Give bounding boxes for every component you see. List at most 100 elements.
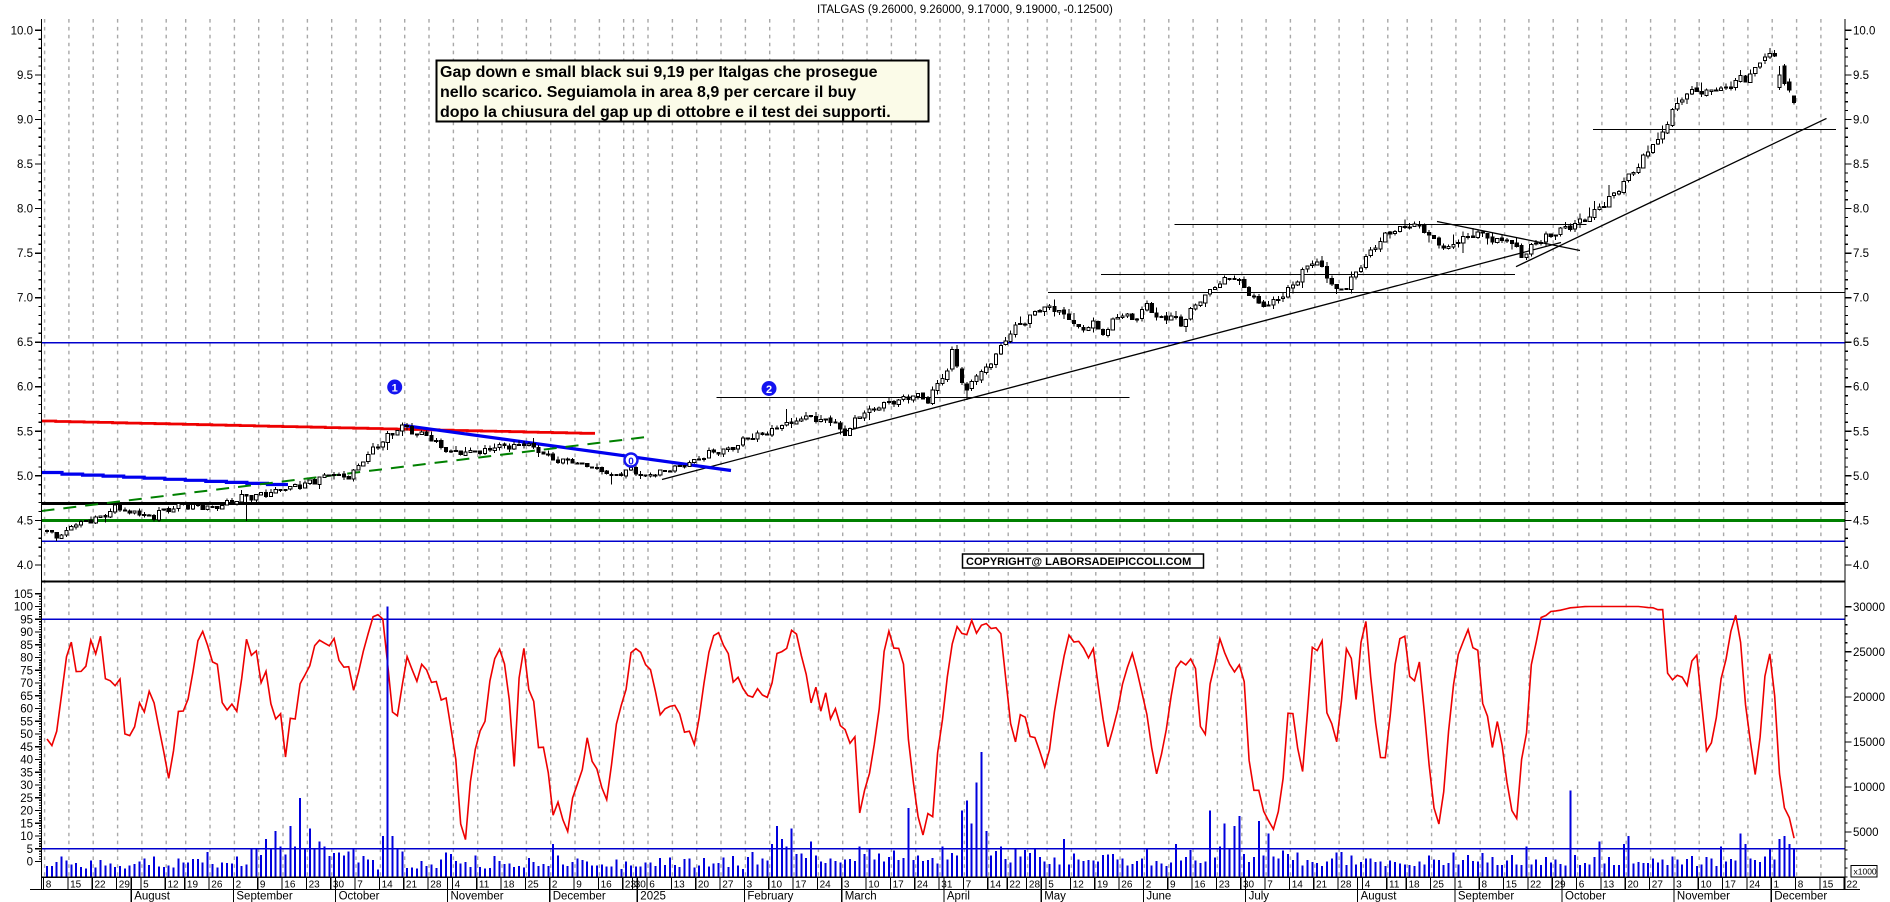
svg-text:9.0: 9.0	[17, 114, 33, 126]
svg-text:10.0: 10.0	[1853, 25, 1875, 37]
svg-text:7.0: 7.0	[17, 293, 33, 305]
svg-text:6: 6	[649, 880, 655, 891]
svg-text:105: 105	[14, 589, 33, 601]
svg-text:July: July	[1249, 891, 1270, 902]
svg-text:9: 9	[1170, 880, 1176, 891]
svg-text:May: May	[1044, 891, 1066, 902]
svg-text:ITALGAS (9.26000, 9.26000, 9.1: ITALGAS (9.26000, 9.26000, 9.17000, 9.19…	[817, 4, 1113, 16]
svg-text:30: 30	[20, 780, 33, 792]
svg-text:30000: 30000	[1853, 602, 1885, 614]
svg-text:5000: 5000	[1853, 827, 1879, 839]
svg-text:September: September	[236, 891, 292, 902]
svg-text:20000: 20000	[1853, 692, 1885, 704]
svg-text:50: 50	[20, 729, 33, 741]
svg-text:100: 100	[14, 602, 33, 614]
svg-text:1: 1	[392, 383, 398, 395]
svg-text:13: 13	[674, 880, 686, 891]
svg-text:0: 0	[628, 457, 634, 468]
svg-text:4.0: 4.0	[17, 560, 33, 572]
svg-text:12: 12	[1073, 880, 1085, 891]
svg-text:13: 13	[1603, 880, 1615, 891]
svg-text:5: 5	[143, 880, 149, 891]
svg-text:26: 26	[211, 880, 223, 891]
svg-text:November: November	[1677, 891, 1730, 902]
svg-text:45: 45	[20, 742, 33, 754]
svg-text:22: 22	[1847, 880, 1859, 891]
svg-text:2: 2	[766, 384, 772, 396]
svg-text:4: 4	[455, 880, 461, 891]
svg-text:November: November	[451, 891, 504, 902]
svg-text:December: December	[553, 891, 606, 902]
svg-text:9.5: 9.5	[17, 70, 33, 82]
svg-text:August: August	[134, 891, 171, 902]
svg-text:30: 30	[333, 880, 345, 891]
svg-text:85: 85	[20, 640, 33, 652]
svg-text:95: 95	[20, 614, 33, 626]
svg-text:9.0: 9.0	[1853, 114, 1869, 126]
svg-text:40: 40	[20, 755, 33, 767]
svg-text:9: 9	[576, 880, 582, 891]
svg-text:20: 20	[20, 806, 33, 818]
svg-text:6: 6	[1579, 880, 1585, 891]
svg-text:2: 2	[236, 880, 242, 891]
svg-text:7: 7	[1267, 880, 1273, 891]
svg-text:8.0: 8.0	[17, 204, 33, 216]
svg-text:1: 1	[1457, 880, 1463, 891]
svg-text:7: 7	[357, 880, 363, 891]
svg-text:9.5: 9.5	[1853, 70, 1869, 82]
svg-text:55: 55	[20, 716, 33, 728]
svg-text:2: 2	[1146, 880, 1152, 891]
svg-text:25000: 25000	[1853, 647, 1885, 659]
svg-text:15: 15	[1822, 880, 1834, 891]
svg-text:4.5: 4.5	[1853, 515, 1869, 527]
svg-text:22: 22	[1530, 880, 1542, 891]
svg-text:23: 23	[309, 880, 321, 891]
svg-text:25: 25	[20, 793, 33, 805]
svg-text:24: 24	[820, 880, 832, 891]
svg-text:5.5: 5.5	[1853, 426, 1869, 438]
svg-text:3: 3	[844, 880, 850, 891]
svg-text:4.5: 4.5	[17, 515, 33, 527]
svg-text:nello scarico. Seguiamola in a: nello scarico. Seguiamola in area 8,9 pe…	[440, 84, 856, 101]
svg-text:26: 26	[1121, 880, 1133, 891]
svg-text:March: March	[845, 891, 877, 902]
svg-text:11: 11	[1389, 880, 1400, 891]
svg-text:6.5: 6.5	[1853, 337, 1869, 349]
svg-text:June: June	[1146, 891, 1171, 902]
svg-text:10: 10	[868, 880, 880, 891]
svg-text:16: 16	[1194, 880, 1206, 891]
svg-text:20: 20	[698, 880, 710, 891]
svg-text:8.5: 8.5	[1853, 159, 1869, 171]
svg-text:8.5: 8.5	[17, 159, 33, 171]
svg-text:15: 15	[1506, 880, 1518, 891]
svg-text:14: 14	[382, 880, 394, 891]
svg-text:16: 16	[284, 880, 296, 891]
svg-text:8: 8	[46, 880, 52, 891]
svg-text:5.0: 5.0	[1853, 471, 1869, 483]
svg-text:October: October	[1565, 891, 1606, 902]
svg-text:6.0: 6.0	[1853, 382, 1869, 394]
svg-text:27: 27	[1652, 880, 1664, 891]
svg-text:28: 28	[1340, 880, 1352, 891]
svg-text:6.0: 6.0	[17, 382, 33, 394]
svg-text:14: 14	[1292, 880, 1304, 891]
svg-text:29: 29	[1555, 880, 1567, 891]
svg-text:0: 0	[27, 857, 33, 869]
svg-text:25: 25	[1433, 880, 1445, 891]
svg-text:10000: 10000	[1853, 782, 1885, 794]
svg-text:21: 21	[406, 880, 418, 891]
svg-text:7: 7	[966, 880, 972, 891]
svg-text:15: 15	[20, 818, 33, 830]
svg-text:22: 22	[95, 880, 107, 891]
svg-text:70: 70	[20, 678, 33, 690]
svg-text:5.5: 5.5	[17, 426, 33, 438]
svg-text:7.0: 7.0	[1853, 293, 1869, 305]
svg-text:17: 17	[1725, 880, 1737, 891]
svg-text:3: 3	[1676, 880, 1682, 891]
svg-text:April: April	[947, 891, 970, 902]
svg-text:September: September	[1458, 891, 1514, 902]
svg-text:7.5: 7.5	[17, 248, 33, 260]
svg-text:11: 11	[479, 880, 490, 891]
svg-text:February: February	[747, 891, 793, 902]
svg-text:3: 3	[747, 880, 753, 891]
